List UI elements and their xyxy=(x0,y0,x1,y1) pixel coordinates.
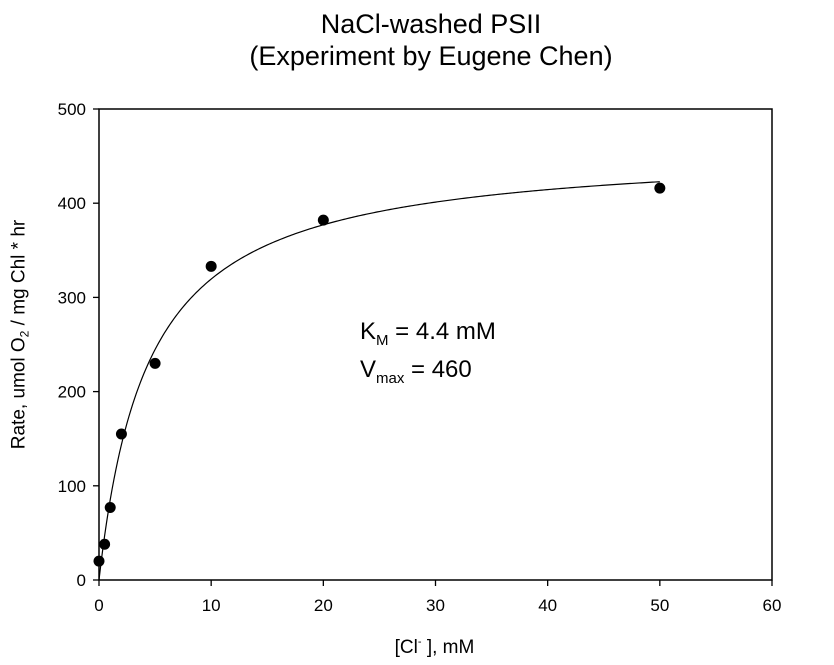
y-label-subscript: 2 xyxy=(17,330,32,338)
x-tick-label: 30 xyxy=(426,596,445,615)
data-point xyxy=(205,260,217,272)
data-point xyxy=(99,538,111,550)
data-point xyxy=(317,214,329,226)
data-point xyxy=(104,501,116,513)
fit-curve xyxy=(98,181,660,581)
km-annotation: KM = 4.4 mM xyxy=(360,318,496,355)
data-point xyxy=(654,182,666,194)
vmax-subscript: max xyxy=(376,370,405,387)
km-subscript: M xyxy=(376,332,389,349)
y-axis-label: Rate, umol O2 / mg Chl * hr xyxy=(9,185,32,485)
x-tick-label: 50 xyxy=(650,596,669,615)
data-point xyxy=(93,555,105,567)
y-tick-label: 300 xyxy=(58,288,86,307)
vmax-annotation: Vmax = 460 xyxy=(360,356,472,393)
x-label-text: [Cl xyxy=(394,637,418,658)
y-label-text: Rate, umol O xyxy=(8,337,30,450)
x-tick-label: 20 xyxy=(314,596,333,615)
y-label-unit: / mg Chl * hr xyxy=(8,219,30,331)
x-label-superscript: - xyxy=(417,636,422,648)
data-point xyxy=(115,428,127,440)
x-axis-label: [Cl- ], mM xyxy=(0,636,834,659)
vmax-symbol: V xyxy=(360,356,377,383)
x-tick-label: 0 xyxy=(94,596,103,615)
x-tick-label: 10 xyxy=(202,596,221,615)
y-tick-label: 400 xyxy=(58,194,86,213)
km-symbol: K xyxy=(360,318,377,345)
x-tick-label: 60 xyxy=(763,596,782,615)
x-tick-label: 40 xyxy=(538,596,557,615)
y-tick-label: 0 xyxy=(77,571,86,590)
x-label-unit: ], mM xyxy=(421,637,475,658)
y-tick-label: 200 xyxy=(58,383,86,402)
vmax-value: = 460 xyxy=(404,356,472,383)
y-tick-label: 500 xyxy=(58,100,86,119)
chart-subtitle: (Experiment by Eugene Chen) xyxy=(249,41,613,71)
chart-title: NaCl-washed PSII xyxy=(320,9,542,39)
y-tick-label: 100 xyxy=(58,477,86,496)
km-value: = 4.4 mM xyxy=(388,318,496,345)
data-point xyxy=(149,357,161,369)
